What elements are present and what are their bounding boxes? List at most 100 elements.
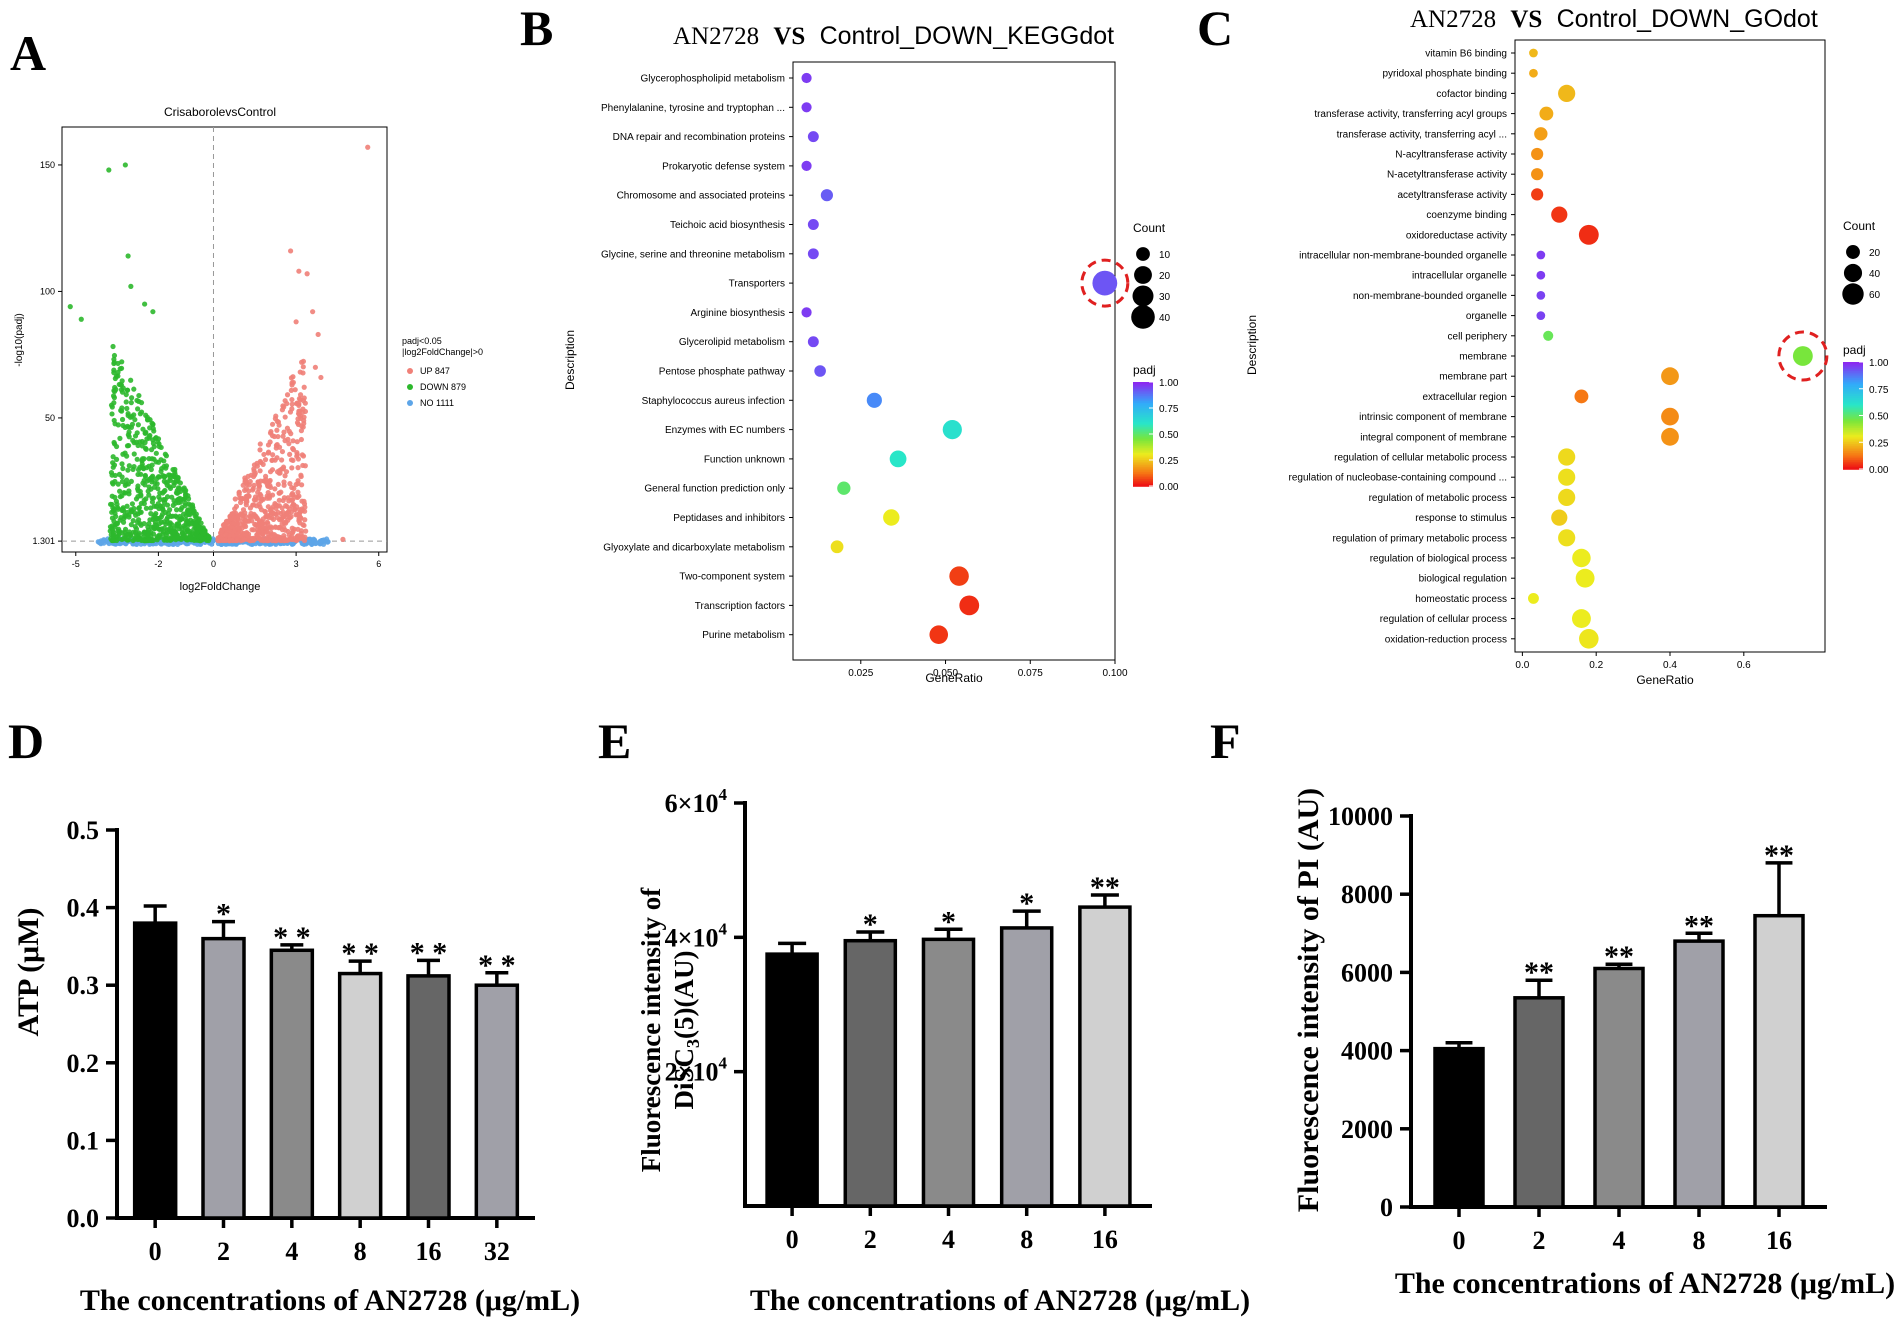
color-bar-segment	[1843, 420, 1863, 424]
category-label: cofactor binding	[1436, 89, 1507, 100]
go-x-axis-label: GeneRatio	[1636, 673, 1694, 687]
color-bar-segment	[1133, 383, 1153, 387]
volcano-point-down	[120, 465, 126, 472]
color-tick-label: 1.00	[1159, 378, 1179, 389]
volcano-point-up	[289, 484, 295, 491]
volcano-point-down	[111, 359, 117, 365]
volcano-point-up	[302, 517, 308, 523]
volcano-point-up	[237, 495, 243, 501]
volcano-point-down	[133, 526, 140, 532]
volcano-point-up	[273, 524, 279, 530]
x-tick-label: 0	[786, 1225, 799, 1254]
significance-label: * *	[410, 936, 448, 969]
volcano-point-down	[151, 428, 157, 434]
volcano-point-up	[303, 528, 309, 534]
volcano-point-down	[142, 430, 148, 436]
color-bar-segment	[1133, 466, 1153, 470]
volcano-point-up	[281, 429, 287, 435]
category-label: Arginine biosynthesis	[691, 308, 786, 319]
volcano-point-up	[294, 400, 300, 406]
volcano-point-down	[134, 430, 140, 436]
volcano-point-down	[146, 484, 152, 490]
volcano-point-down	[130, 517, 136, 524]
volcano-point-up	[279, 521, 285, 527]
volcano-point-down	[111, 439, 117, 446]
volcano-point-up	[263, 513, 269, 519]
volcano-point-up	[247, 478, 253, 485]
volcano-point-down	[136, 392, 142, 399]
color-bar-segment	[1133, 402, 1153, 406]
volcano-point-up	[301, 522, 307, 529]
volcano-point-down	[128, 377, 134, 383]
volcano-point-up	[227, 513, 233, 519]
dot-non-membrane-bounded-organelle	[1536, 291, 1546, 300]
color-bar-segment	[1133, 399, 1153, 402]
color-bar-segment	[1133, 458, 1153, 461]
volcano-point-up	[281, 479, 287, 485]
color-bar-segment	[1133, 442, 1153, 446]
y-tick-label: 10000	[1328, 802, 1393, 831]
color-bar-segment	[1843, 454, 1863, 458]
volcano-point-up	[293, 319, 299, 325]
category-label: Transporters	[729, 279, 785, 290]
color-bar-segment	[1843, 365, 1863, 369]
volcano-point-up	[269, 525, 275, 531]
volcano-point-up	[273, 445, 279, 451]
volcano-point-down	[135, 493, 141, 500]
volcano-legend-swatch	[407, 384, 413, 390]
dot-purine-metabolism	[929, 625, 949, 644]
volcano-point-up	[294, 449, 300, 456]
color-bar-segment	[1133, 387, 1153, 390]
category-label: extracellular region	[1423, 392, 1508, 403]
volcano-point-down	[145, 537, 151, 543]
color-bar-segment	[1843, 431, 1863, 435]
volcano-point-down	[138, 471, 144, 477]
dot-glycine-serine-and-threonine-metabolism	[807, 248, 819, 260]
volcano-point-up	[289, 536, 295, 543]
color-bar-segment	[1843, 397, 1863, 401]
category-label: General function prediction only	[644, 484, 785, 495]
color-bar-segment	[1843, 403, 1863, 406]
volcano-point-down	[143, 412, 149, 418]
color-bar-segment	[1843, 392, 1863, 395]
volcano-point-down	[115, 481, 121, 487]
bar-16	[406, 974, 451, 1220]
color-bar-segment	[1133, 382, 1153, 385]
volcano-point-down	[193, 511, 199, 517]
volcano-point-up	[279, 457, 285, 463]
panel-label-c: C	[1197, 0, 1233, 56]
volcano-x-axis-label: log2FoldChange	[180, 581, 261, 593]
y-tick-label: 6×104	[665, 785, 728, 818]
volcano-point-down	[124, 503, 130, 509]
size-legend-dot	[1132, 285, 1154, 307]
volcano-point-down	[160, 531, 166, 537]
color-bar-segment	[1133, 473, 1153, 477]
x-tick-label: 0.4	[1663, 660, 1677, 671]
significance-label: **	[1524, 956, 1554, 989]
volcano-point-up	[245, 518, 251, 524]
go-y-axis-label: Description	[1245, 315, 1259, 375]
color-tick-label: 0.50	[1869, 412, 1889, 423]
disc35-y-label-disc: DiSC	[669, 1048, 699, 1110]
volcano-point-down	[157, 490, 163, 496]
volcano-point-down	[165, 511, 172, 517]
panel-label-b: B	[520, 0, 553, 56]
highlight-circle	[1080, 258, 1130, 308]
color-bar-segment	[1843, 379, 1863, 383]
volcano-point-up	[288, 457, 295, 463]
volcano-point-up	[278, 489, 284, 495]
volcano-point-down	[124, 443, 131, 449]
volcano-point-up	[265, 442, 272, 448]
volcano-point-up	[265, 537, 272, 544]
y-tick-label: 2000	[1341, 1115, 1393, 1144]
volcano-point-down	[164, 502, 171, 508]
x-tick-label: 2	[1533, 1226, 1546, 1255]
volcano-point-up	[243, 478, 249, 484]
volcano-point-up	[246, 488, 252, 494]
bar-16	[1078, 905, 1132, 1208]
color-bar-segment	[1133, 416, 1153, 420]
color-bar-segment	[1843, 422, 1863, 426]
size-legend-label: 30	[1159, 292, 1171, 303]
